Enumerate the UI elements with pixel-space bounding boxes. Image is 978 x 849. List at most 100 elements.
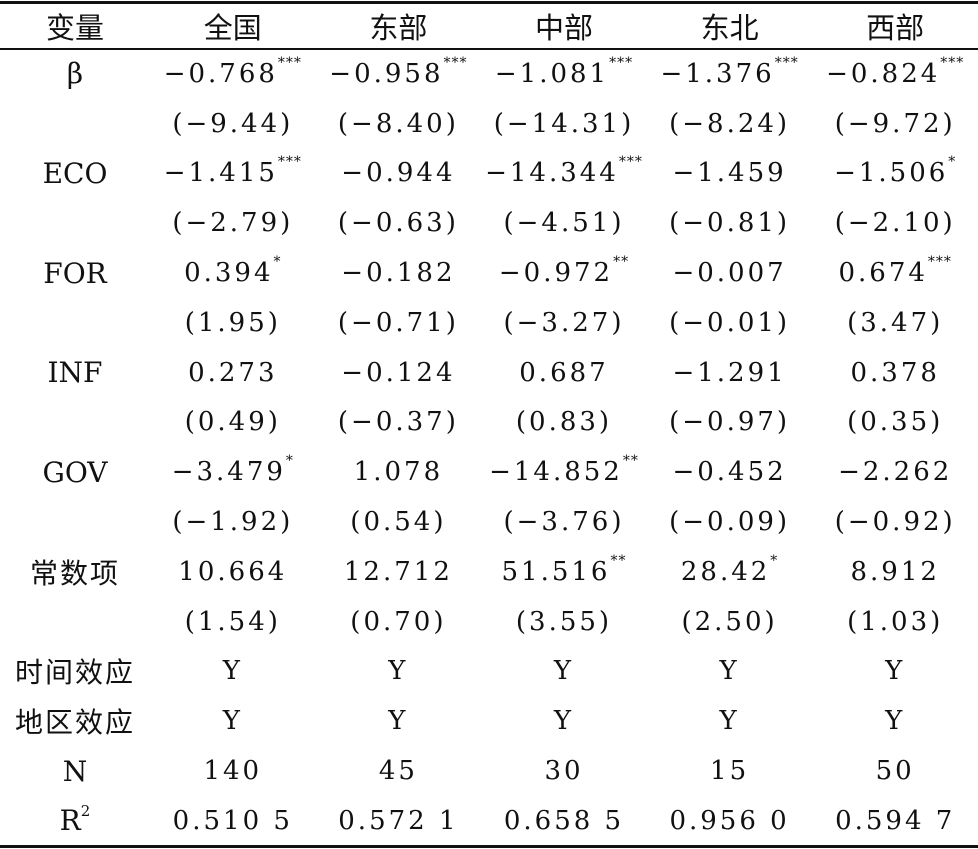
cell-value: (−2.79) <box>172 208 294 239</box>
row-label: R2 <box>0 796 150 846</box>
table-cell: 0.510 5 <box>150 796 316 846</box>
table-cell: 51.516** <box>481 547 647 597</box>
row-label-text: 常数项 <box>29 556 120 590</box>
table-cell: (−0.81) <box>647 198 813 248</box>
row-label: 时间效应 <box>0 647 150 697</box>
table-cell: −1.459 <box>647 149 813 199</box>
cell-value: 0.687 <box>519 357 609 388</box>
cell-value: −1.506 <box>834 158 949 189</box>
table-row: (−1.92) (0.54) (−3.76) (−0.09) (−0.92) <box>0 497 978 547</box>
table-cell: 30 <box>481 746 647 796</box>
cell-value: (−0.09) <box>669 507 791 538</box>
table-cell: (0.83) <box>481 398 647 448</box>
table-cell: (0.70) <box>316 597 482 647</box>
table-cell: −0.972** <box>481 248 647 298</box>
cell-value: Y <box>388 656 409 687</box>
table-row: 常数项 10.664 12.712 51.516** 28.42* 8.912 <box>0 547 978 597</box>
cell-value: −0.007 <box>672 258 787 289</box>
row-label <box>0 597 150 647</box>
cell-value: Y <box>719 706 740 737</box>
table-cell: 0.687 <box>481 348 647 398</box>
cell-value: 0.273 <box>188 357 278 388</box>
row-label: 地区效应 <box>0 696 150 746</box>
table-row: 地区效应 Y Y Y Y Y <box>0 696 978 746</box>
cell-value: −0.972 <box>498 258 614 289</box>
table-row: N 140 45 30 15 50 <box>0 746 978 796</box>
table-cell: Y <box>481 696 647 746</box>
table-cell: Y <box>316 647 482 697</box>
table-row: ECO −1.415*** −0.944 −14.344*** −1.459 −1.506… <box>0 149 978 199</box>
significance-stars: ** <box>610 552 627 569</box>
cell-value: −1.081 <box>494 58 610 89</box>
cell-value: (−3.27) <box>503 307 625 338</box>
row-label: GOV <box>0 447 150 497</box>
row-label: β <box>0 49 150 99</box>
cell-value: (−1.92) <box>172 507 294 538</box>
table-cell: (−3.76) <box>481 497 647 547</box>
table-cell: 0.572 1 <box>316 796 482 846</box>
cell-value: (−8.24) <box>669 108 791 139</box>
significance-stars: *** <box>774 54 799 71</box>
cell-value: 0.956 0 <box>669 805 790 836</box>
table-cell: (−0.09) <box>647 497 813 547</box>
row-label <box>0 497 150 547</box>
cell-value: 51.516 <box>501 556 611 587</box>
table-cell: 12.712 <box>316 547 482 597</box>
row-label <box>0 198 150 248</box>
table-cell: Y <box>150 696 316 746</box>
top-rule <box>0 1 978 4</box>
cell-value: −0.768 <box>163 58 278 89</box>
table-cell: (−9.72) <box>812 99 978 149</box>
table-cell: 45 <box>316 746 482 796</box>
significance-stars: *** <box>443 54 468 71</box>
significance-stars: * <box>770 552 779 569</box>
cell-value: −0.182 <box>341 258 456 289</box>
cell-value: Y <box>222 706 243 737</box>
regression-table: 变量 全国 东部 中部 东北 西部 β −0.768*** −0.958*** −1.… <box>0 3 978 846</box>
bottom-rule <box>0 845 978 848</box>
table-cell: (−2.10) <box>812 198 978 248</box>
row-label: N <box>0 746 150 796</box>
cell-value: Y <box>885 706 906 737</box>
significance-stars: *** <box>277 154 302 171</box>
cell-value: 0.674 <box>838 258 928 289</box>
table-body: β −0.768*** −0.958*** −1.081*** −1.376*** −0.… <box>0 49 978 846</box>
cell-value: 0.378 <box>850 357 940 388</box>
row-label-text: 地区效应 <box>14 706 135 740</box>
table-cell: (−0.37) <box>316 398 482 448</box>
cell-value: (−14.31) <box>493 108 635 139</box>
table-cell: (−0.71) <box>316 298 482 348</box>
table-cell: 0.658 5 <box>481 796 647 846</box>
table-cell: Y <box>150 647 316 697</box>
cell-value: Y <box>553 706 575 737</box>
table-cell: −14.344*** <box>481 149 647 199</box>
table-row: R2 0.510 5 0.572 1 0.658 5 0.956 0 0.594 7 <box>0 796 978 846</box>
table-cell: Y <box>647 647 813 697</box>
cell-value: −2.262 <box>838 457 953 488</box>
table-cell: −14.852** <box>481 447 647 497</box>
table-cell: (0.49) <box>150 398 316 448</box>
row-label-text: GOV <box>42 455 108 489</box>
table-cell: 0.674*** <box>812 248 978 298</box>
table-cell: −3.479* <box>150 447 316 497</box>
row-label: 常数项 <box>0 547 150 597</box>
cell-value: (1.54) <box>184 606 281 637</box>
table-cell: (−14.31) <box>481 99 647 149</box>
table-cell: 1.078 <box>316 447 482 497</box>
table-cell: 50 <box>812 746 978 796</box>
table-cell: 0.273 <box>150 348 316 398</box>
table-cell: 28.42* <box>647 547 813 597</box>
table-cell: (−3.27) <box>481 298 647 348</box>
cell-value: −0.124 <box>341 357 456 388</box>
table-cell: (1.54) <box>150 597 316 647</box>
table-row: (−9.44) (−8.40) (−14.31) (−8.24) (−9.72) <box>0 99 978 149</box>
cell-value: (2.50) <box>681 606 778 637</box>
row-label-text: INF <box>47 356 103 390</box>
significance-stars: ** <box>613 254 630 271</box>
row-label-text: R <box>59 804 81 838</box>
table-cell: Y <box>812 696 978 746</box>
table-cell: (0.35) <box>812 398 978 448</box>
cell-value: 140 <box>203 756 263 787</box>
row-label-text: 时间效应 <box>14 656 135 690</box>
cell-value: (1.03) <box>847 606 944 637</box>
